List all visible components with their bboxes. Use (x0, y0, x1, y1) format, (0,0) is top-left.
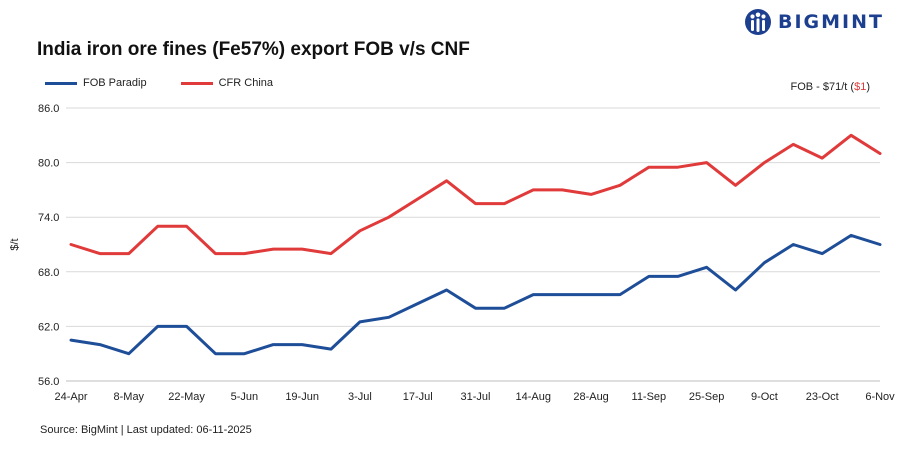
legend-swatch-fob (45, 81, 77, 85)
bigmint-logo-icon (745, 9, 771, 35)
x-tick-label: 22-May (168, 391, 205, 403)
price-note-change: $1 (854, 81, 867, 93)
price-note-prefix: FOB - $71/t ( (790, 81, 855, 93)
source-note: Source: BigMint | Last updated: 06-11-20… (40, 424, 252, 436)
x-tick-label: 24-Apr (54, 391, 87, 403)
brand-logo: BIGMINT (744, 8, 884, 36)
y-tick-label: 62.0 (38, 321, 59, 333)
x-tick-label: 31-Jul (461, 391, 491, 403)
brand-name: BIGMINT (778, 11, 884, 33)
price-note-suffix: ) (866, 81, 870, 93)
y-tick-label: 80.0 (38, 158, 59, 170)
x-tick-label: 28-Aug (573, 391, 608, 403)
x-tick-label: 5-Jun (231, 391, 259, 403)
series-line-fob-paradip (69, 233, 882, 356)
x-tick-label: 11-Sep (632, 391, 667, 403)
x-tick-label: 14-Aug (516, 391, 551, 403)
chart-title: India iron ore fines (Fe57%) export FOB … (37, 39, 470, 60)
x-tick-label: 8-May (114, 391, 145, 403)
legend-label-fob: FOB Paradip (83, 77, 147, 89)
y-tick-label: 86.0 (38, 103, 59, 115)
y-tick-label: 74.0 (38, 212, 59, 224)
y-tick-label: 56.0 (38, 376, 59, 388)
legend-item-cfr: CFR China (180, 77, 273, 89)
series-line-cfr-china (69, 133, 882, 256)
legend-item-fob: FOB Paradip (45, 77, 147, 89)
x-tick-label: 23-Oct (806, 391, 839, 403)
x-tick-label: 25-Sep (689, 391, 724, 403)
price-note: FOB - $71/t ($1) (791, 81, 871, 93)
y-axis-title: $/t (9, 238, 21, 250)
x-tick-label: 19-Jun (285, 391, 319, 403)
x-tick-label: 17-Jul (403, 391, 433, 403)
x-tick-label: 6-Nov (865, 391, 895, 403)
x-tick-label: 3-Jul (348, 391, 372, 403)
chart-legend: FOB Paradip CFR China (45, 77, 307, 89)
legend-label-cfr: CFR China (218, 77, 273, 89)
legend-swatch-cfr (180, 81, 213, 85)
y-tick-label: 68.0 (38, 267, 59, 279)
x-tick-label: 9-Oct (751, 391, 778, 403)
